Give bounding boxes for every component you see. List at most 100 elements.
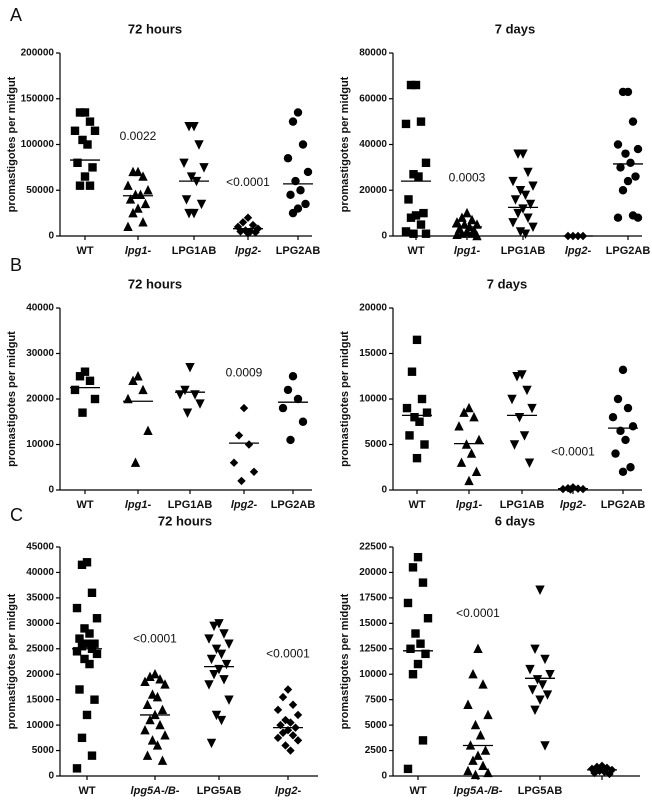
data-point (406, 80, 416, 90)
data-point (411, 629, 420, 638)
data-point (616, 163, 625, 172)
data-point (421, 649, 430, 659)
y-tick-label: 10000 (359, 669, 387, 680)
data-point (540, 654, 550, 665)
data-point (611, 449, 620, 458)
data-point (608, 413, 618, 422)
data-point (420, 440, 429, 449)
data-point (273, 733, 283, 743)
data-point (160, 679, 170, 689)
data-point (75, 372, 85, 381)
data-point (209, 621, 219, 632)
y-tick-label: 200000 (21, 48, 55, 59)
data-point (475, 730, 486, 740)
data-point (633, 144, 643, 154)
data-point (143, 425, 153, 436)
data-point (623, 403, 633, 413)
data-point (474, 434, 484, 445)
data-point (77, 642, 87, 651)
data-point (403, 598, 413, 608)
p-value: 0.0003 (449, 170, 486, 184)
data-point (211, 644, 222, 654)
data-point (303, 167, 313, 177)
data-point (278, 692, 288, 702)
x-tick-label: LPG5AB (197, 785, 242, 797)
data-point (145, 714, 155, 725)
data-point (519, 431, 530, 441)
y-axis-label: promastigotes per midgut (6, 76, 18, 212)
data-point (566, 485, 575, 494)
data-point (293, 108, 303, 117)
x-tick-label: LPG2AB (606, 245, 651, 257)
data-point (528, 181, 538, 191)
data-point (288, 372, 298, 381)
data-point (147, 735, 158, 745)
data-point (219, 675, 229, 685)
data-point (82, 639, 92, 648)
data-point (160, 730, 170, 740)
data-point (206, 738, 217, 749)
data-point (286, 190, 295, 200)
data-point (535, 585, 545, 595)
data-point (452, 229, 462, 240)
data-point (80, 624, 89, 633)
data-point (626, 463, 635, 472)
data-point (283, 726, 293, 735)
data-point (403, 764, 413, 774)
panel-label: A (10, 5, 22, 25)
data-point (412, 453, 422, 463)
data-point (288, 731, 298, 740)
data-point (480, 745, 491, 755)
data-point (613, 394, 623, 404)
y-tick-label: 10000 (26, 720, 54, 731)
y-tick-label: 2500 (365, 745, 388, 756)
y-tick-label: 60000 (359, 93, 387, 104)
data-point (138, 217, 148, 227)
data-point (75, 634, 84, 643)
p-value: <0.0001 (226, 175, 270, 189)
y-tick-label: 0 (381, 771, 387, 782)
data-point (90, 126, 100, 135)
data-point (419, 208, 428, 218)
data-point (416, 117, 426, 126)
data-point (525, 664, 535, 675)
data-point (214, 664, 224, 675)
data-point (78, 408, 87, 417)
data-point (237, 476, 246, 486)
data-point (143, 185, 153, 195)
data-point (283, 154, 293, 163)
data-point (77, 733, 87, 743)
x-tick-label: LPG5AB (518, 785, 563, 797)
data-point (527, 403, 537, 414)
x-tick-label: lpg1- (456, 499, 483, 511)
x-tick-label: WT (407, 245, 424, 257)
data-point (224, 639, 234, 649)
data-point (402, 403, 412, 413)
data-point (276, 720, 285, 730)
data-point (77, 560, 87, 570)
data-point (90, 639, 99, 648)
data-point (147, 689, 158, 699)
panel-label: C (10, 505, 23, 525)
y-tick-label: 22500 (359, 542, 387, 553)
y-tick-label: 12500 (359, 643, 387, 654)
data-point (85, 376, 95, 385)
y-tick-label: 100000 (21, 139, 55, 150)
data-point (140, 676, 150, 687)
data-point (251, 228, 260, 237)
y-tick-label: 20000 (359, 303, 387, 314)
data-point (298, 140, 308, 149)
data-point (145, 671, 155, 681)
data-point (520, 190, 531, 201)
data-point (470, 769, 481, 780)
data-point (286, 718, 295, 727)
data-point (545, 670, 555, 680)
data-point (415, 417, 424, 426)
data-point (459, 407, 469, 417)
data-point (85, 659, 94, 669)
data-point (224, 695, 234, 705)
data-point (70, 126, 80, 135)
x-tick-label: WT (408, 499, 425, 511)
data-point (422, 408, 432, 417)
